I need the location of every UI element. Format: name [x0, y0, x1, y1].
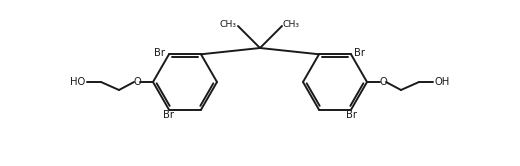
Text: OH: OH — [435, 77, 450, 87]
Text: CH₃: CH₃ — [220, 19, 237, 29]
Text: Br: Br — [162, 110, 174, 120]
Text: Br: Br — [354, 48, 365, 58]
Text: O: O — [133, 77, 141, 87]
Text: O: O — [379, 77, 387, 87]
Text: CH₃: CH₃ — [283, 19, 300, 29]
Text: Br: Br — [154, 48, 165, 58]
Text: Br: Br — [346, 110, 357, 120]
Text: HO: HO — [70, 77, 85, 87]
